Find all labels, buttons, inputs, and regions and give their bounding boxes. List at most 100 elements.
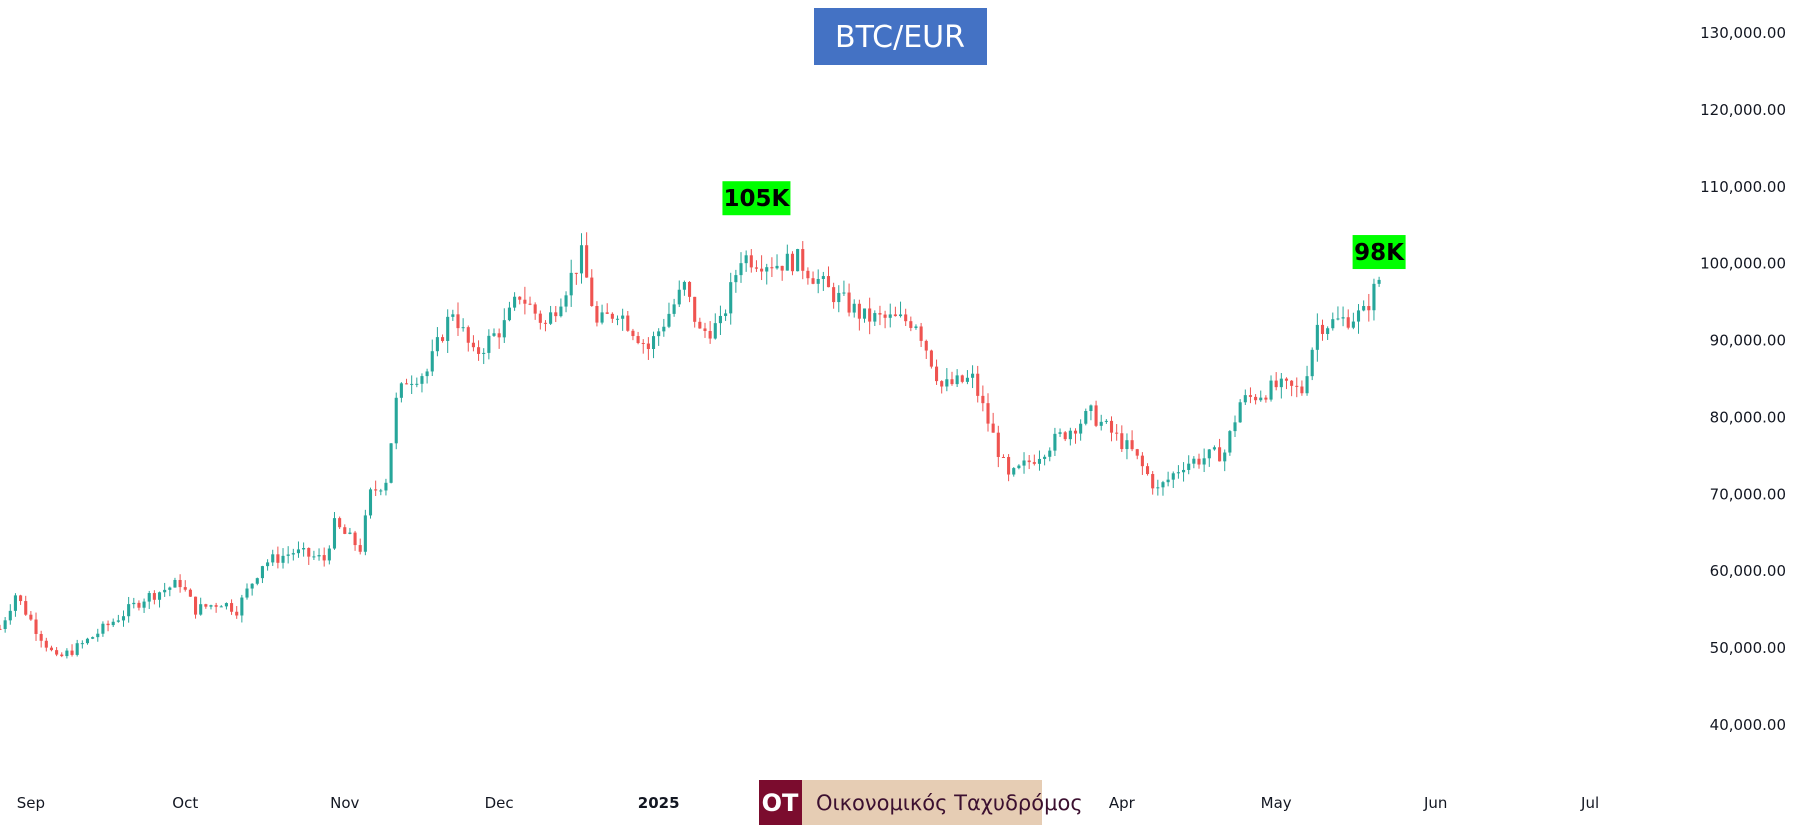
candle-body xyxy=(394,397,398,444)
candle-body xyxy=(754,267,758,269)
candle-body xyxy=(1290,380,1294,386)
candle-body xyxy=(466,327,470,343)
candle-body xyxy=(1331,319,1335,329)
price-axis: 130,000.00 120,000.00 110,000.00 100,000.00… xyxy=(1700,24,1786,734)
candle-body xyxy=(224,603,228,607)
candle-body xyxy=(1377,279,1381,284)
candle-body xyxy=(749,255,753,268)
candle-body xyxy=(811,278,815,284)
callout-label: 98K xyxy=(1354,240,1405,266)
candle-body xyxy=(1274,380,1278,388)
candle-body xyxy=(1027,460,1031,463)
chart-title-text: BTC/EUR xyxy=(835,20,965,55)
candle-body xyxy=(34,619,38,634)
price-tick-label: 130,000.00 xyxy=(1700,24,1786,42)
candle-body xyxy=(1109,420,1114,433)
candle-body xyxy=(677,289,681,305)
candle-body xyxy=(729,282,733,314)
candle-body xyxy=(260,566,264,579)
price-tick-label: 60,000.00 xyxy=(1710,562,1786,580)
candle-body xyxy=(1248,395,1252,397)
candle-body xyxy=(188,589,192,597)
candle-body xyxy=(914,326,918,328)
candle-body xyxy=(1135,449,1139,456)
candle-body xyxy=(44,640,48,648)
candle-body xyxy=(883,314,887,318)
candle-body xyxy=(533,304,537,314)
candle-body xyxy=(1356,310,1361,322)
candle-body xyxy=(1264,397,1268,400)
candle-body xyxy=(955,375,959,385)
candle-body xyxy=(698,321,702,329)
candle-body xyxy=(523,299,527,304)
callout-label: 105K xyxy=(724,186,791,212)
time-tick-label: Apr xyxy=(1109,794,1136,812)
candle-body xyxy=(173,579,177,588)
candle-body xyxy=(142,601,146,608)
candle-body xyxy=(13,595,17,611)
price-tick-label: 90,000.00 xyxy=(1710,332,1786,350)
candle-body xyxy=(1058,432,1062,434)
candle-body xyxy=(693,296,697,322)
candle-body xyxy=(157,592,162,600)
candle-body xyxy=(168,587,172,590)
candle-body xyxy=(1084,411,1088,424)
candle-body xyxy=(1197,458,1201,465)
candle-body xyxy=(363,515,367,552)
candle-body xyxy=(878,313,882,315)
candle-body xyxy=(888,314,892,318)
candle-body xyxy=(595,306,599,323)
candle-body xyxy=(1073,430,1078,434)
candle-body xyxy=(1068,430,1072,440)
candle-body xyxy=(60,654,64,657)
candle-body xyxy=(631,330,635,337)
candle-body xyxy=(1243,395,1247,403)
candle-body xyxy=(404,383,409,385)
time-tick-label: Nov xyxy=(330,794,359,812)
candle-body xyxy=(1336,318,1340,320)
candle-body xyxy=(152,593,156,600)
candle-body xyxy=(1089,405,1093,412)
candle-body xyxy=(554,312,558,317)
candle-body xyxy=(960,375,964,382)
candle-body xyxy=(1012,468,1016,475)
candle-body xyxy=(1351,321,1355,328)
candle-body xyxy=(837,292,841,303)
time-tick-label: May xyxy=(1261,794,1292,812)
candle-body xyxy=(296,549,301,554)
candle-body xyxy=(940,381,944,387)
candle-body xyxy=(641,342,645,344)
candle-body xyxy=(1063,432,1067,440)
candle-body xyxy=(3,620,7,629)
time-tick-label: Sep xyxy=(17,794,45,812)
candle-body xyxy=(137,602,141,608)
candle-body xyxy=(662,326,666,332)
candle-body xyxy=(1156,487,1160,489)
candle-body xyxy=(266,562,270,567)
candle-body xyxy=(543,322,548,324)
candle-body xyxy=(1022,460,1026,466)
candle-body xyxy=(111,621,115,626)
price-tick-label: 100,000.00 xyxy=(1700,255,1786,273)
candle-body xyxy=(178,579,182,588)
candle-body xyxy=(1259,397,1263,401)
candle-body xyxy=(353,532,357,546)
candle-body xyxy=(410,383,414,385)
candle-body xyxy=(785,253,789,271)
candle-body xyxy=(399,383,403,398)
candle-body xyxy=(1140,455,1144,467)
candle-body xyxy=(1202,458,1206,465)
candle-body xyxy=(101,623,105,634)
candle-body xyxy=(507,307,511,321)
candle-body xyxy=(1233,422,1237,432)
candle-body xyxy=(1300,386,1304,394)
candle-body xyxy=(1372,283,1376,311)
candle-body xyxy=(605,312,609,314)
candle-body xyxy=(636,336,640,343)
candle-body xyxy=(862,308,867,319)
candles-layer xyxy=(0,232,1381,659)
candle-body xyxy=(1238,402,1242,423)
candle-body xyxy=(1048,450,1052,457)
candle-body xyxy=(796,249,800,272)
candle-body xyxy=(1228,431,1232,453)
